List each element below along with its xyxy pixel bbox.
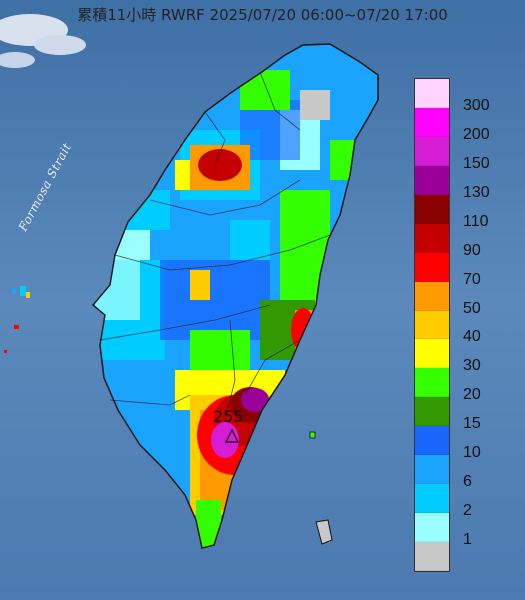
legend-label: 300 (463, 96, 490, 114)
map-title: 累積11小時 RWRF 2025/07/20 06:00~07/20 17:00 (77, 6, 448, 24)
legend-swatch (415, 107, 449, 137)
legend-label: 40 (463, 328, 481, 346)
lanyu-island (309, 431, 333, 545)
county-boundaries (99, 71, 331, 421)
legend-swatch (415, 484, 449, 514)
legend-label: 150 (463, 154, 490, 172)
max-rain-marker (225, 428, 239, 443)
legend-swatch (415, 542, 449, 571)
legend-label: 1 (463, 531, 472, 549)
legend-label: 30 (463, 357, 481, 375)
legend-swatch (415, 310, 449, 340)
legend-label: 50 (463, 299, 481, 317)
legend-swatch (415, 165, 449, 195)
legend-swatch (415, 426, 449, 456)
legend-label: 10 (463, 444, 481, 462)
legend-label: 20 (463, 386, 481, 404)
legend-label: 2 (463, 502, 472, 520)
legend-swatch (415, 79, 449, 108)
legend-swatch (415, 223, 449, 253)
legend-swatch (415, 194, 449, 224)
cloud-patches (0, 14, 86, 68)
legend-label: 200 (463, 125, 490, 143)
penghu-islands (4, 286, 30, 353)
legend-label: 110 (463, 212, 489, 230)
legend-swatch (415, 281, 449, 311)
legend-swatch (415, 252, 449, 282)
color-legend (414, 78, 450, 572)
legend-swatch (415, 368, 449, 398)
legend-swatch (415, 339, 449, 369)
legend-swatch (415, 455, 449, 485)
legend-swatch (415, 136, 449, 166)
legend-swatch (415, 513, 449, 542)
legend-swatch (415, 397, 449, 427)
legend-label: 6 (463, 473, 472, 491)
legend-label: 15 (463, 415, 481, 433)
legend-label: 90 (463, 241, 481, 259)
legend-label: 70 (463, 270, 481, 288)
legend-label: 130 (463, 183, 490, 201)
max-rain-value: 255 (213, 407, 244, 426)
